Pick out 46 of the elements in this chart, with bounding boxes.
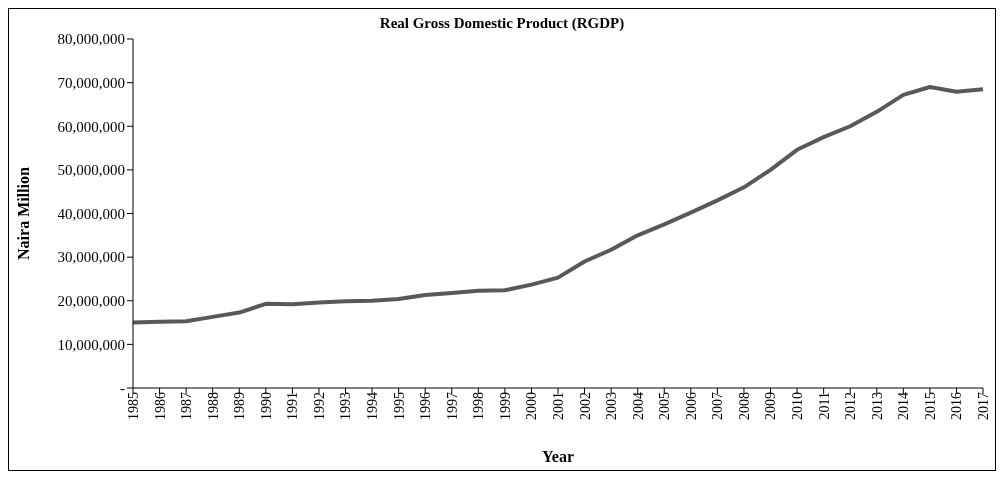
x-tick-label: 2008 <box>736 392 752 420</box>
x-tick-label: 2006 <box>683 392 699 420</box>
y-tick-label: - <box>120 380 125 397</box>
x-tick-label: 2012 <box>843 392 859 420</box>
x-tick-label: 1989 <box>232 392 248 420</box>
x-tick-label: 1985 <box>125 392 141 420</box>
x-tick-label: 1992 <box>311 392 327 420</box>
y-tick-label: 10,000,000 <box>57 336 125 353</box>
y-tick-label: 60,000,000 <box>57 118 125 135</box>
y-tick-label: 50,000,000 <box>57 162 125 179</box>
line-series <box>131 84 985 325</box>
x-tick-label: 1988 <box>205 392 221 420</box>
x-tick-label: 2000 <box>524 392 540 420</box>
x-tick-label: 2004 <box>630 392 646 420</box>
x-tick-label: 2016 <box>949 392 965 420</box>
x-tick-label: 2005 <box>657 392 673 420</box>
x-tick-label: 2010 <box>790 392 805 420</box>
x-tick-label: 2007 <box>710 392 726 420</box>
y-tick-label: 20,000,000 <box>57 293 125 310</box>
x-tick-label: 2014 <box>896 392 912 420</box>
x-tick-label: 1993 <box>338 392 354 420</box>
x-tick-label: 2013 <box>869 392 885 420</box>
x-tick-label: 1997 <box>444 392 460 420</box>
x-tick-label: 2017 <box>975 392 991 420</box>
x-tick-label: 2009 <box>763 392 779 420</box>
x-axis-title: Year <box>542 448 574 465</box>
x-tick-label: 2011 <box>816 392 832 420</box>
x-tick-label: 1987 <box>179 392 195 420</box>
y-axis-title: Naira Million <box>14 166 32 260</box>
x-tick-label: 1990 <box>258 392 274 420</box>
y-tick-label: 30,000,000 <box>57 249 125 266</box>
x-tick-label: 1995 <box>391 392 407 420</box>
x-tick-label: 2002 <box>577 392 593 420</box>
x-tick-label: 1996 <box>418 392 434 420</box>
x-tick-label: 1986 <box>152 392 168 420</box>
y-tick-label: 70,000,000 <box>57 74 125 91</box>
x-tick-label: 2015 <box>922 392 938 420</box>
x-tick-label: 1994 <box>365 392 380 420</box>
y-tick-label: 80,000,000 <box>57 31 125 48</box>
x-tick-label: 1999 <box>497 392 513 420</box>
x-tick-label: 2001 <box>550 392 566 420</box>
x-tick-label: 1991 <box>285 392 301 420</box>
y-tick-label: 40,000,000 <box>57 205 125 222</box>
x-tick-label: 1998 <box>471 392 487 420</box>
chart-title: Real Gross Domestic Product (RGDP) <box>378 15 626 32</box>
x-tick-label: 2003 <box>604 392 620 420</box>
